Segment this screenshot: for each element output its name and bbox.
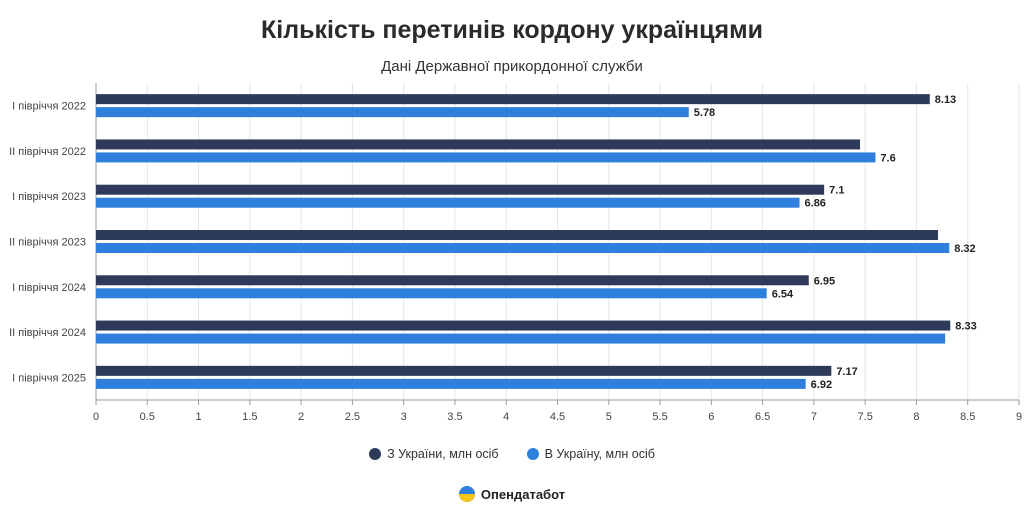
bar	[96, 320, 951, 331]
data-label: 8.32	[954, 243, 975, 255]
data-label: 8.13	[935, 94, 956, 106]
data-label: 7.1	[829, 185, 844, 197]
bar	[96, 139, 861, 150]
bar	[96, 365, 832, 376]
legend: З України, млн осіб В Україну, млн осіб	[0, 447, 1024, 461]
bar-chart: 0 0.5 1 1.5 2 2.5 3 3.5 4 4.5 5 5.5 6 6.5 7 7.5 8 8.5 9 I п…	[9, 83, 1022, 423]
legend-dot-icon	[369, 448, 382, 460]
x-tick-label: 4.5	[550, 411, 565, 423]
bar	[96, 152, 876, 163]
bar	[96, 107, 689, 118]
bar	[96, 378, 806, 389]
bar	[96, 230, 938, 240]
x-tick-label: 7	[811, 411, 817, 423]
category-label: I півріччя 2025	[12, 372, 86, 384]
chart-subtitle: Дані Державної прикордонної служби	[381, 58, 643, 75]
bar	[96, 243, 950, 253]
bar	[96, 288, 767, 299]
data-label: 6.95	[814, 275, 835, 287]
data-label: 6.92	[811, 379, 832, 391]
data-label: 7.6	[880, 152, 895, 164]
category-label: II півріччя 2022	[9, 146, 86, 158]
x-tick-label: 2	[298, 411, 304, 423]
data-label: 8.33	[955, 321, 976, 333]
legend-dot-icon	[526, 448, 539, 460]
data-label: 5.78	[694, 107, 715, 119]
x-tick-label: 6.5	[755, 411, 770, 423]
x-tick-label: 6	[708, 411, 714, 423]
x-tick-label: 7.5	[858, 411, 873, 423]
data-label: 6.54	[772, 288, 794, 300]
x-tick-label: 5	[606, 411, 612, 423]
category-label: II півріччя 2024	[9, 327, 86, 339]
x-tick-label: 4	[503, 411, 509, 423]
x-tick-label: 0.5	[140, 411, 155, 423]
category-label: I півріччя 2023	[12, 191, 86, 203]
bar	[96, 333, 946, 344]
x-tick-label: 8.5	[960, 411, 975, 423]
data-label: 6.86	[805, 198, 826, 210]
x-tick-label: 3.5	[447, 411, 462, 423]
opendatabot-logo-icon	[458, 486, 475, 502]
x-tick-label: 1.5	[242, 411, 257, 423]
x-tick-label: 8	[913, 411, 919, 423]
category-label: I півріччя 2024	[12, 282, 86, 294]
category-label: I півріччя 2022	[12, 101, 86, 113]
bar	[96, 184, 825, 195]
category-label: II півріччя 2023	[9, 237, 86, 249]
legend-label: З України, млн осіб	[387, 447, 499, 461]
x-tick-label: 1	[195, 411, 201, 423]
x-tick-label: 2.5	[345, 411, 360, 423]
data-label: 7.17	[836, 366, 857, 378]
legend-item-to[interactable]: В Україну, млн осіб	[526, 447, 655, 461]
legend-label: В Україну, млн осіб	[544, 447, 655, 461]
bar	[96, 197, 800, 208]
legend-item-from[interactable]: З України, млн осіб	[369, 447, 499, 461]
x-tick-label: 9	[1016, 411, 1022, 423]
bar	[96, 275, 809, 286]
x-tick-label: 0	[93, 411, 99, 423]
x-tick-label: 3	[401, 411, 407, 423]
chart-title: Кількість перетинів кордону українцями	[261, 16, 763, 44]
brand-name: Опендатабот	[480, 486, 566, 502]
brand[interactable]: Опендатабот	[0, 486, 1024, 502]
bar	[96, 94, 930, 105]
x-tick-label: 5.5	[652, 411, 667, 423]
